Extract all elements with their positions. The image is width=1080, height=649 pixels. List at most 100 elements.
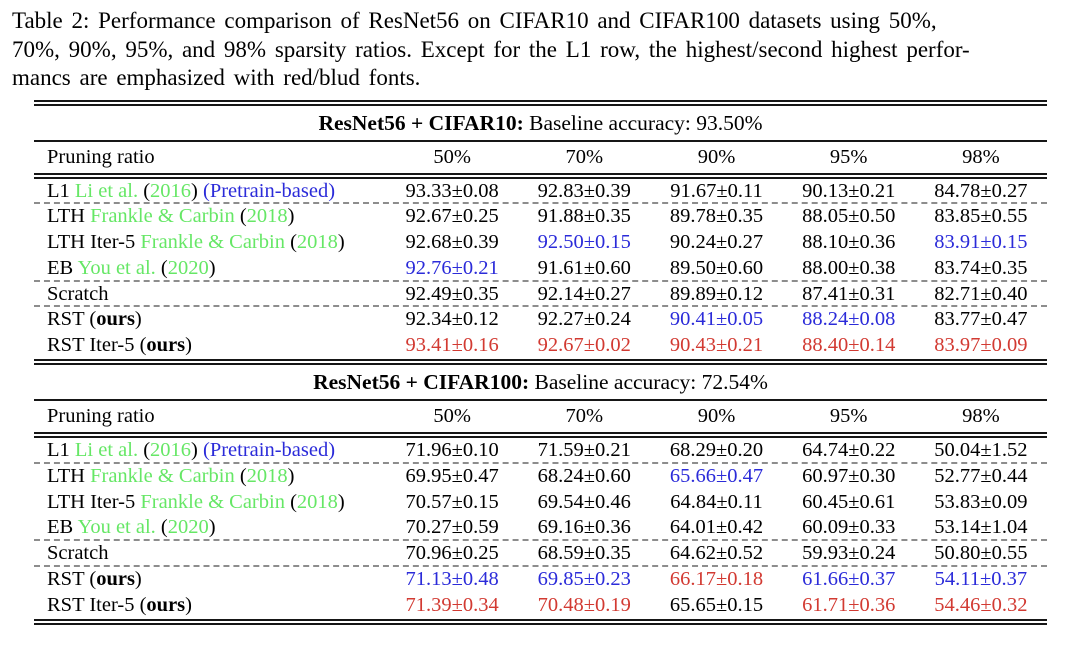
data-cell: 93.41±0.16 bbox=[405, 334, 499, 357]
data-cell: 60.97±0.30 bbox=[802, 464, 896, 487]
label-segment: 2020 bbox=[167, 256, 209, 279]
header-double-rule bbox=[34, 172, 1047, 179]
top-double-rule bbox=[34, 99, 1047, 106]
label-segment: ) bbox=[134, 568, 142, 591]
pruning-ratio-label: Pruning ratio bbox=[47, 145, 155, 168]
data-cell: 53.83±0.09 bbox=[934, 490, 1028, 513]
label-segment: Li et al. bbox=[74, 179, 139, 202]
label-segment: ) bbox=[191, 439, 203, 462]
table-subheader: ResNet56 + CIFAR10: Baseline accuracy: 9… bbox=[34, 106, 1047, 140]
table-subheader: ResNet56 + CIFAR100: Baseline accuracy: … bbox=[34, 365, 1047, 399]
data-cell: 70.48±0.19 bbox=[537, 593, 631, 616]
label-segment: RST Iter-5 ( bbox=[47, 593, 147, 616]
column-header-row: Pruning ratio 50% 70% 90% 95% 98% bbox=[34, 142, 1047, 173]
data-cell: 92.68±0.39 bbox=[405, 231, 499, 254]
label-segment: (Pretrain-based) bbox=[203, 179, 336, 202]
label-segment: 2016 bbox=[150, 179, 192, 202]
subheader-baseline: Baseline accuracy: 72.54% bbox=[529, 370, 768, 395]
row-label: RST Iter-5 (ours) bbox=[34, 333, 386, 359]
table-row: LTH Iter-5 Frankle & Carbin (2018) 92.68±… bbox=[34, 230, 1047, 256]
label-segment: ) bbox=[185, 593, 192, 616]
data-cell: 90.13±0.21 bbox=[802, 179, 896, 202]
data-cell: 83.91±0.15 bbox=[934, 231, 1028, 254]
label-segment: 2018 bbox=[296, 231, 338, 254]
table-caption: Table 2: Performance comparison of ResNe… bbox=[12, 7, 1070, 93]
data-cell: 66.17±0.18 bbox=[669, 568, 764, 591]
column-header: 95% bbox=[829, 145, 868, 168]
row-label: LTH Iter-5 Frankle & Carbin (2018) bbox=[34, 490, 386, 516]
column-header: 50% bbox=[433, 145, 471, 168]
label-segment: ) bbox=[337, 231, 345, 254]
data-cell: 83.97±0.09 bbox=[934, 334, 1028, 357]
row-label: RST Iter-5 (ours) bbox=[34, 593, 386, 619]
label-segment: RST Iter-5 ( bbox=[47, 334, 147, 357]
label-segment: ) bbox=[287, 464, 295, 487]
data-cell: 90.43±0.21 bbox=[669, 334, 764, 357]
label-segment: (Pretrain-based) bbox=[203, 439, 336, 462]
bottom-double-rule bbox=[34, 618, 1047, 625]
data-cell: 71.39±0.34 bbox=[405, 593, 499, 616]
row-label: RST (ours) bbox=[34, 567, 386, 593]
label-segment: Li et al. bbox=[74, 439, 139, 462]
data-cell: 89.50±0.60 bbox=[669, 256, 764, 279]
label-segment: ours bbox=[96, 568, 135, 591]
subheader-dataset: ResNet56 + CIFAR10: bbox=[318, 110, 524, 135]
data-cell: 88.40±0.14 bbox=[802, 334, 896, 357]
data-cell: 92.76±0.21 bbox=[405, 256, 499, 279]
data-cell: 71.13±0.48 bbox=[405, 568, 499, 591]
label-segment: 2018 bbox=[296, 490, 338, 513]
data-cell: 92.67±0.25 bbox=[405, 205, 499, 228]
label-segment: L1 bbox=[47, 179, 75, 202]
data-cell: 70.27±0.59 bbox=[405, 516, 499, 539]
label-segment: LTH Iter-5 bbox=[47, 490, 141, 513]
data-cell: 59.93±0.24 bbox=[802, 542, 896, 565]
label-segment: Frankle & Carbin bbox=[140, 490, 285, 513]
data-cell: 88.05±0.50 bbox=[802, 205, 896, 228]
data-cell: 61.71±0.36 bbox=[802, 593, 896, 616]
data-cell: 54.11±0.37 bbox=[934, 568, 1028, 591]
label-segment: EB bbox=[47, 516, 78, 539]
data-cell: 69.54±0.46 bbox=[537, 490, 631, 513]
data-cell: 52.77±0.44 bbox=[934, 464, 1028, 487]
label-segment: ours bbox=[146, 334, 186, 357]
data-cell: 90.24±0.27 bbox=[669, 231, 764, 254]
row-label: L1 Li et al. (2016) (Pretrain-based) bbox=[34, 179, 386, 203]
label-segment: You et al. bbox=[77, 516, 156, 539]
data-cell: 88.10±0.36 bbox=[802, 231, 896, 254]
label-segment: ( bbox=[155, 256, 168, 279]
row-label: EB You et al. (2020) bbox=[34, 256, 386, 280]
label-segment: ) bbox=[134, 308, 142, 331]
data-cell: 83.77±0.47 bbox=[934, 308, 1028, 331]
subheader-rule bbox=[34, 399, 1047, 402]
table-row: L1 Li et al. (2016) (Pretrain-based) 71.9… bbox=[34, 438, 1047, 464]
row-label: LTH Frankle & Carbin (2018) bbox=[34, 204, 386, 230]
label-segment: ( bbox=[234, 464, 247, 487]
data-cell: 92.34±0.12 bbox=[405, 308, 499, 331]
label-segment: L1 bbox=[47, 439, 75, 462]
column-header: 98% bbox=[962, 145, 1000, 168]
label-segment: Frankle & Carbin bbox=[90, 464, 235, 487]
column-header-row: Pruning ratio 50% 70% 90% 95% 98% bbox=[34, 401, 1047, 432]
data-cell: 54.46±0.32 bbox=[934, 593, 1028, 616]
label-segment: LTH Iter-5 bbox=[47, 231, 141, 254]
label-segment: Scratch bbox=[47, 282, 109, 305]
data-cell: 89.89±0.12 bbox=[669, 282, 764, 305]
label-segment: 2018 bbox=[246, 464, 288, 487]
table-row: Scratch 70.96±0.25 68.59±0.35 64.62±0.52 59.… bbox=[34, 541, 1047, 568]
row-label: LTH Iter-5 Frankle & Carbin (2018) bbox=[34, 230, 386, 256]
pruning-ratio-label: Pruning ratio bbox=[47, 405, 155, 428]
label-segment: ( bbox=[284, 231, 297, 254]
data-cell: 90.41±0.05 bbox=[669, 308, 764, 331]
data-cell: 89.78±0.35 bbox=[669, 205, 764, 228]
data-cell: 61.66±0.37 bbox=[802, 568, 896, 591]
label-segment: LTH bbox=[47, 205, 91, 228]
table-row: Scratch 92.49±0.35 92.14±0.27 89.89±0.12 87.… bbox=[34, 282, 1047, 308]
data-cell: 70.96±0.25 bbox=[405, 542, 499, 565]
label-segment: Frankle & Carbin bbox=[90, 205, 235, 228]
data-cell: 88.00±0.38 bbox=[802, 256, 896, 279]
label-segment: ) bbox=[208, 256, 216, 279]
label-segment: Scratch bbox=[47, 542, 109, 565]
data-cell: 69.85±0.23 bbox=[537, 568, 631, 591]
label-segment: ) bbox=[337, 490, 345, 513]
